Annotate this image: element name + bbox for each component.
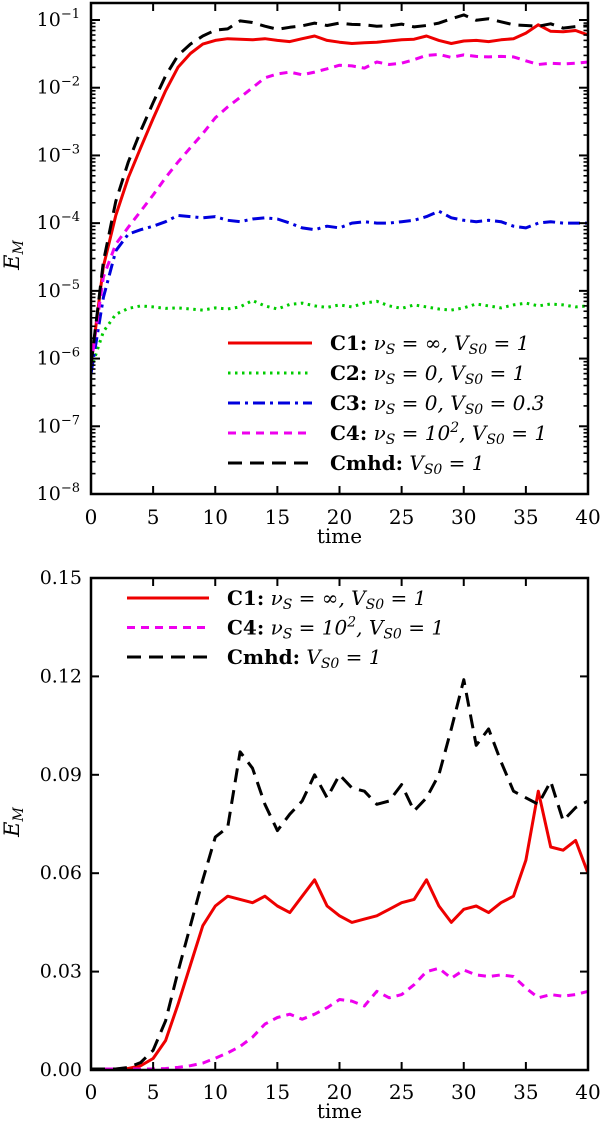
plot-frame-bottom: [89, 576, 590, 1072]
x-tick-label: 10: [203, 505, 228, 529]
y-tick-label: 0.03: [40, 961, 82, 983]
legend-label-C4: C4: νS = 102, VS0 = 1: [227, 615, 444, 643]
legend-label-C2: C2: νS = 0, VS0 = 1: [330, 361, 525, 388]
y-axis-title: EM: [0, 807, 27, 838]
x-tick-label: 30: [451, 1080, 476, 1104]
x-axis-labels-top: 0 5 10 15 20 25 30 35 40 time: [85, 505, 600, 548]
y-axis-title: EM: [0, 240, 27, 271]
y-axis-labels-top: 10−1 10−2 10−3 10−4 10−5 10−6 10−7 10−8: [37, 7, 80, 505]
y-tick-label: 0.00: [40, 1059, 82, 1081]
curve-Cmhd-top: [91, 13, 588, 366]
legend-bottom: C1: νS = ∞, VS0 = 1C4: νS = 102, VS0 = 1…: [127, 586, 444, 672]
y-tick-label: 10−4: [37, 210, 80, 234]
legend-label-C1: C1: νS = ∞, VS0 = 1: [227, 586, 426, 613]
x-axis-labels-bottom: 0 5 10 15 20 25 30 35 40 time: [85, 1080, 600, 1123]
curves-top: [91, 13, 588, 374]
x-tick-label: 15: [265, 1080, 290, 1104]
x-tick-label: 30: [451, 505, 476, 529]
y-tick-label: 10−1: [37, 7, 80, 31]
y-tick-label: 0.12: [40, 665, 82, 687]
x-axis-title: time: [317, 1099, 362, 1123]
y-tick-label: 10−7: [37, 413, 80, 437]
y-tick-label: 0.06: [40, 862, 82, 884]
x-tick-label: 5: [147, 505, 160, 529]
x-tick-label: 0: [85, 1080, 98, 1104]
x-tick-label: 35: [513, 1080, 538, 1104]
x-tick-label: 15: [265, 505, 290, 529]
x-tick-label: 10: [203, 1080, 228, 1104]
x-tick-label: 40: [575, 505, 600, 529]
legend-top: C1: νS = ∞, VS0 = 1 C2: νS = 0, VS0 = 1 C3…: [228, 331, 547, 478]
x-tick-label: 0: [85, 505, 98, 529]
legend-label-Cmhd: Cmhd: VS0 = 1: [330, 451, 485, 478]
curve-C2-top: [91, 299, 588, 370]
y-tick-label: 10−3: [37, 142, 80, 166]
plot-frame-top: [89, 1, 590, 496]
y-tick-label: 10−2: [37, 75, 80, 99]
x-tick-label: 20: [327, 505, 352, 529]
panel-top: 0 5 10 15 20 25 30 35 40 time 10−1 10−2 10−3 10−4 10−5…: [0, 1, 600, 548]
panel-bottom: 0 5 10 15 20 25 30 35 40 time 0.00 0.03 0.06 0.09 0.12…: [0, 567, 600, 1123]
curve-C3-top: [91, 209, 588, 374]
x-tick-label: 25: [389, 1080, 414, 1104]
legend-label-Cmhd: Cmhd: VS0 = 1: [227, 645, 382, 672]
x-tick-label: 25: [389, 505, 414, 529]
curve-Cmhd-bottom: [91, 678, 588, 1070]
curve-C1-top: [91, 23, 588, 366]
y-tick-label: 10−6: [37, 346, 80, 370]
x-axis-title: time: [317, 524, 362, 548]
x-tick-label: 5: [147, 1080, 160, 1104]
x-tick-label: 20: [327, 1080, 352, 1104]
legend-label-C1: C1: νS = ∞, VS0 = 1: [330, 331, 529, 358]
y-tick-label: 10−8: [37, 481, 80, 505]
x-tick-label: 35: [513, 505, 538, 529]
legend-label-C4: C4: νS = 102, VS0 = 1: [330, 420, 547, 448]
legend-label-C3: C3: νS = 0, VS0 = 0.3: [330, 391, 544, 418]
y-tick-label: 10−5: [37, 278, 80, 302]
x-tick-label: 40: [575, 1080, 600, 1104]
curve-C4-bottom: [91, 966, 588, 1070]
y-axis-labels-bottom: 0.00 0.03 0.06 0.09 0.12 0.15: [40, 567, 82, 1081]
y-tick-label: 0.09: [40, 764, 82, 786]
y-tick-label: 0.15: [40, 567, 82, 589]
curve-C1-bottom: [91, 789, 588, 1070]
curve-C4-top: [91, 52, 588, 366]
curves-bottom: [91, 678, 588, 1070]
